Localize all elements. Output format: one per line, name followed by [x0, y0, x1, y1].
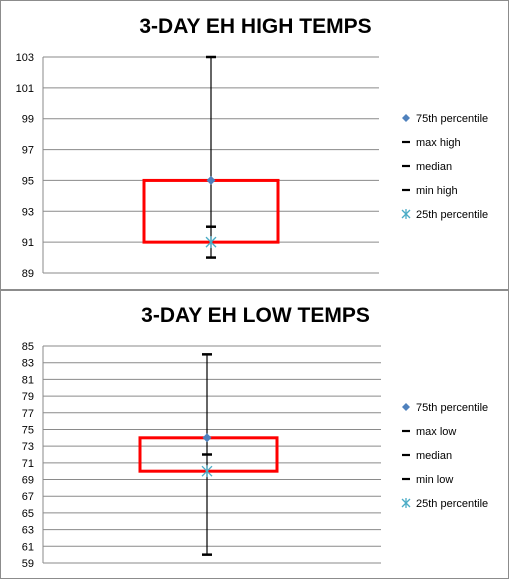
y-tick-label: 95	[22, 175, 34, 187]
legend-label: 25th percentile	[416, 209, 488, 221]
legend-label: min high	[416, 185, 458, 197]
legend-label: max low	[416, 426, 456, 438]
y-tick-label: 61	[22, 541, 34, 553]
legend-marker	[402, 403, 410, 411]
y-tick-label: 63	[22, 525, 34, 537]
y-tick-label: 103	[16, 52, 34, 64]
p75-marker	[202, 433, 212, 443]
legend-label: 75th percentile	[416, 113, 488, 125]
chart-low-temps: 3-DAY EH LOW TEMPS 59 61 63 65 67 69 71 73 75 77 7…	[0, 290, 509, 579]
legend-label: max high	[416, 137, 461, 149]
y-tick-label: 59	[22, 558, 34, 570]
y-tick-label: 101	[16, 83, 34, 95]
chart-high-temps: 3-DAY EH HIGH TEMPS 89 91 93 95 97 99 101 103 75…	[0, 0, 509, 290]
y-tick-label: 93	[22, 206, 34, 218]
y-tick-label: 67	[22, 491, 34, 503]
chart-title: 3-DAY EH HIGH TEMPS	[139, 15, 372, 38]
chart-plot-high: 89 91 93 95 97 99 101 103 75th percentile max hig…	[16, 52, 489, 280]
p25-marker	[205, 236, 217, 249]
legend-marker	[401, 209, 411, 219]
legend-label: min low	[416, 474, 453, 486]
y-tick-label: 73	[22, 441, 34, 453]
chart-title: 3-DAY EH LOW TEMPS	[141, 304, 370, 327]
y-tick-label: 79	[22, 391, 34, 403]
y-tick-label: 91	[22, 237, 34, 249]
p75-marker	[206, 175, 216, 185]
y-tick-label: 71	[22, 458, 34, 470]
legend-label: median	[416, 161, 452, 173]
legend-marker	[401, 498, 411, 508]
y-tick-label: 65	[22, 508, 34, 520]
legend-label: 25th percentile	[416, 498, 488, 510]
y-tick-label: 69	[22, 475, 34, 487]
legend-label: 75th percentile	[416, 402, 488, 414]
legend-label: median	[416, 450, 452, 462]
legend-marker	[402, 114, 410, 122]
p25-marker	[201, 465, 213, 478]
y-tick-label: 81	[22, 374, 34, 386]
y-tick-label: 83	[22, 358, 34, 370]
chart-plot-low: 59 61 63 65 67 69 71 73 75 77 79 81 83 85 75th percent…	[22, 341, 488, 570]
y-tick-label: 97	[22, 145, 34, 157]
y-tick-label: 99	[22, 114, 34, 126]
y-tick-label: 75	[22, 424, 34, 436]
y-tick-label: 77	[22, 408, 34, 420]
y-tick-label: 85	[22, 341, 34, 353]
y-tick-label: 89	[22, 268, 34, 280]
